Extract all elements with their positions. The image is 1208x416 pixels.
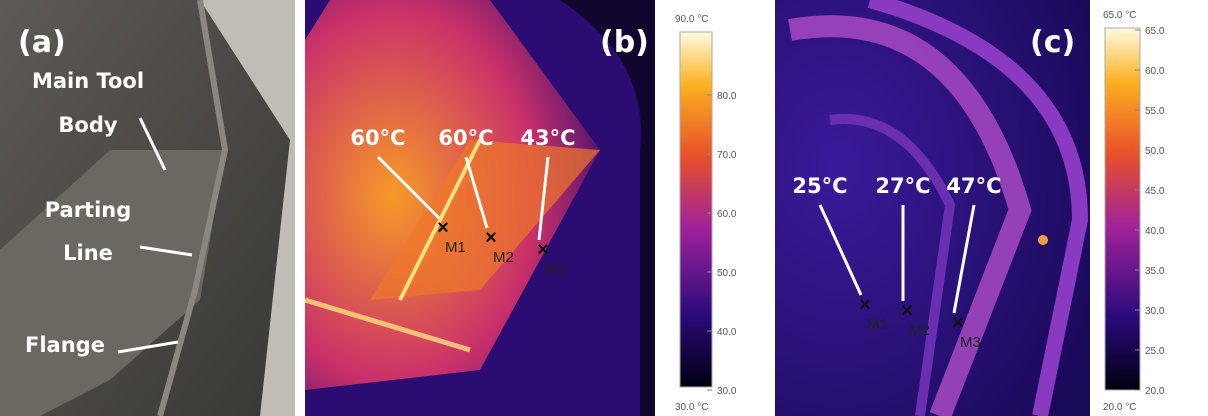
temperature-label: 60°C [350, 126, 405, 150]
colorbar-tick-label: 40.0 [717, 327, 737, 338]
marker-label: M1 [867, 316, 888, 333]
colorbar-tick-label: 50.0 [717, 268, 737, 279]
annotation: Line [63, 241, 113, 265]
arrow [464, 156, 489, 229]
colorbar-tick-label: 50.0 [1145, 146, 1165, 157]
colorbar-tick-label: 70.0 [717, 150, 737, 161]
panel-b [304, 0, 655, 416]
colorbar-min: 30.0 °C [675, 402, 708, 413]
cross: × [437, 217, 449, 239]
annotation: Flange [25, 333, 105, 357]
arrow [952, 204, 976, 314]
colorbar-max: 65.0 °C [1103, 10, 1136, 21]
cross: × [901, 300, 913, 322]
temperature-label: 25°C [792, 174, 847, 198]
annotation: Body [58, 113, 117, 137]
marker-label: M1 [445, 239, 466, 256]
temperature-label: 47°C [946, 174, 1001, 198]
colorbar-tick-label: 65.0 [1145, 26, 1165, 37]
arrow [537, 156, 550, 241]
colorbar-tick-label: 40.0 [1145, 226, 1165, 237]
colorbar-tick-label: 45.0 [1145, 186, 1165, 197]
marker-label: M3 [960, 334, 981, 351]
annotation: Parting [45, 198, 132, 222]
colorbar-b [679, 31, 713, 388]
panel-label: (a) [18, 25, 66, 60]
colorbar-tick-label: 25.0 [1145, 346, 1165, 357]
colorbar-c [1104, 27, 1141, 391]
panel-label: (c) [1030, 25, 1075, 60]
annotation: Main Tool [32, 69, 144, 93]
colorbar-tick-label: 30.0 [1145, 306, 1165, 317]
colorbar-tick-label: 35.0 [1145, 266, 1165, 277]
colorbar-min: 20.0 °C [1103, 402, 1136, 413]
cross: × [952, 312, 964, 334]
panel-c [775, 0, 1090, 416]
colorbar-tick-label: 60.0 [1145, 66, 1165, 77]
panel-label: (b) [600, 25, 649, 60]
colorbar-tick-label: 30.0 [717, 386, 737, 397]
marker-label: M2 [493, 249, 514, 266]
marker-label: M3 [545, 261, 566, 278]
temperature-label: 27°C [875, 174, 930, 198]
colorbar-tick-label: 80.0 [717, 91, 737, 102]
arrow [818, 204, 863, 296]
temperature-label: 43°C [520, 126, 575, 150]
panel-a [0, 0, 295, 416]
cross: × [537, 239, 549, 261]
temperature-label: 60°C [438, 126, 493, 150]
colorbar-max: 90.0 °C [675, 14, 708, 25]
cross: × [859, 294, 871, 316]
colorbar-tick-label: 60.0 [717, 209, 737, 220]
marker-label: M2 [909, 322, 930, 339]
arrow [376, 155, 441, 220]
colorbar-tick-label: 20.0 [1145, 386, 1165, 397]
cross: × [485, 227, 497, 249]
colorbar-tick-label: 55.0 [1145, 106, 1165, 117]
